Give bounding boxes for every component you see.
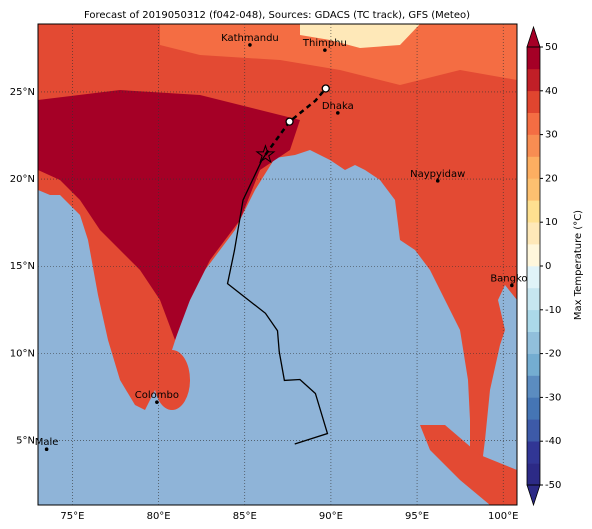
city-dot [323, 48, 327, 52]
colorbar-tick-label: 50 [545, 42, 558, 53]
x-tick-label: 90°E [319, 511, 343, 522]
colorbar-tick-label: 10 [545, 217, 558, 228]
colorbar-band [527, 353, 540, 376]
track-observed [226, 154, 329, 445]
x-tick-label: 100°E [488, 511, 518, 522]
mountains [300, 24, 420, 48]
city-label: Naypyidaw [410, 169, 465, 180]
city-dot [336, 111, 340, 115]
city-label: Colombo [135, 390, 179, 401]
colorbar-tick-label: 0 [545, 261, 551, 272]
track-point [285, 117, 294, 126]
sri-lanka [154, 350, 190, 410]
colorbar-band [527, 112, 540, 135]
colorbar-band [527, 441, 540, 464]
x-tick-label: 75°E [60, 511, 84, 522]
colorbar-band [527, 200, 540, 223]
colorbar-tick-label: -20 [545, 349, 561, 360]
colorbar-band [527, 397, 540, 420]
x-tick-label: 85°E [233, 511, 257, 522]
city-label: Male [35, 437, 59, 448]
colorbar-band [527, 419, 540, 442]
colorbar-band [527, 90, 540, 113]
cool-north [160, 24, 517, 85]
city-dot [248, 43, 252, 47]
y-tick-label: 5°N [16, 436, 35, 447]
track-forecast [264, 87, 327, 156]
city-dot [435, 179, 440, 183]
colorbar-band [527, 309, 540, 332]
colorbar-band [527, 178, 540, 201]
colorbar-extend-bottom [526, 484, 541, 507]
colorbar-band [527, 156, 540, 179]
city-label: Kathmandu [221, 33, 279, 44]
city-dot [510, 283, 514, 288]
colorbar-band [527, 266, 540, 289]
hot-region [38, 90, 300, 340]
x-tick-label: 80°E [147, 511, 171, 522]
colorbar-band [527, 331, 540, 354]
x-tick-label: 95°E [405, 511, 429, 522]
colorbar-extend-top [526, 25, 541, 48]
city-dot [44, 447, 49, 452]
y-tick-label: 10°N [10, 348, 35, 359]
map-area [38, 24, 517, 505]
y-tick-label: 15°N [10, 261, 35, 272]
city-label: Dhaka [322, 101, 354, 112]
colorbar-band [527, 287, 540, 311]
colorbar-band [527, 134, 540, 157]
city-label: Thimphu [302, 38, 347, 49]
colorbar-band [527, 463, 540, 486]
map-frame [37, 23, 518, 506]
colorbar-tick-label: 40 [545, 86, 558, 97]
colorbar-tick-label: -30 [545, 392, 561, 403]
colorbar-tick-label: -50 [545, 480, 561, 491]
colorbar-band [527, 68, 540, 92]
map-title: Forecast of 2019050312 (f042-048), Sourc… [84, 10, 470, 21]
colorbar-band [527, 244, 540, 267]
y-tick-label: 25°N [10, 87, 35, 98]
sumatra [420, 425, 517, 505]
colorbar-tick-label: 20 [545, 173, 558, 184]
city-label: Bangkok [490, 273, 533, 284]
colorbar-label: Max Temperature (°C) [573, 210, 584, 320]
colorbar-band [527, 222, 540, 245]
colorbar-band [527, 375, 540, 398]
storm-star [255, 144, 276, 164]
colorbar-tick-label: 30 [545, 130, 558, 141]
colorbar-tick-label: -10 [545, 305, 561, 316]
colorbar-tick-label: -40 [545, 436, 561, 447]
colorbar-band [527, 47, 540, 70]
track-point [321, 84, 330, 93]
city-dot [155, 400, 159, 404]
y-tick-label: 20°N [10, 174, 35, 185]
